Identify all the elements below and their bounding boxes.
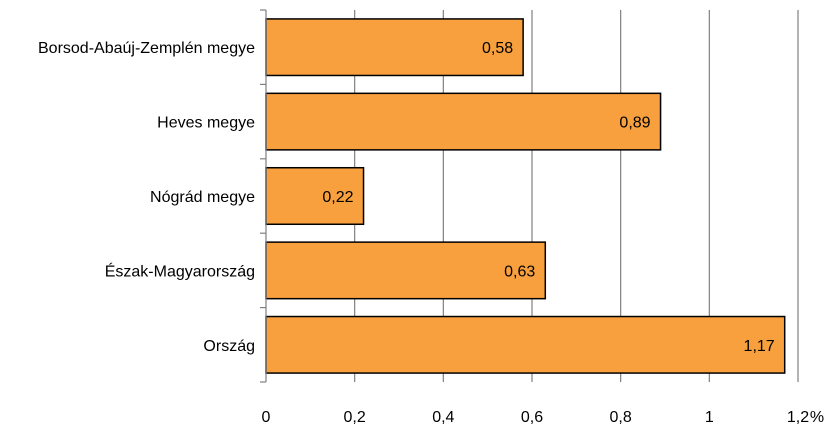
data-label: 0,58 (482, 40, 513, 57)
x-tick-labels: 0 0,2 0,4 0,6 0,8 1 1,2 (262, 409, 810, 426)
bars: 0,58 0,89 0,22 0,63 1,17 (265, 18, 786, 374)
bar (265, 92, 662, 151)
x-tick-label: 1 (705, 409, 714, 426)
axes (260, 9, 267, 383)
x-tick-label: 1,2 (787, 409, 809, 426)
data-label: 0,63 (504, 263, 535, 280)
bar (265, 18, 524, 77)
data-label: 0,89 (619, 115, 650, 132)
x-tick-label: 0,2 (344, 409, 366, 426)
bar (265, 241, 547, 300)
category-label: Heves megye (157, 115, 255, 132)
category-labels: Borsod-Abaúj-Zemplén megye Heves megye Nóg… (38, 40, 255, 355)
bar (265, 315, 786, 374)
category-label: Borsod-Abaúj-Zemplén megye (38, 40, 255, 57)
category-label: Nógrád megye (150, 189, 255, 206)
data-label: 0,22 (322, 189, 353, 206)
category-label: Észak-Magyarország (105, 261, 255, 280)
x-tick-label: 0,4 (432, 409, 454, 426)
category-label: Ország (203, 338, 255, 355)
data-label: 1,17 (744, 338, 775, 355)
x-tick-label: 0,8 (610, 409, 632, 426)
x-tick-label: 0,6 (521, 409, 543, 426)
x-unit-label: % (810, 409, 824, 426)
x-tick-label: 0 (262, 409, 271, 426)
